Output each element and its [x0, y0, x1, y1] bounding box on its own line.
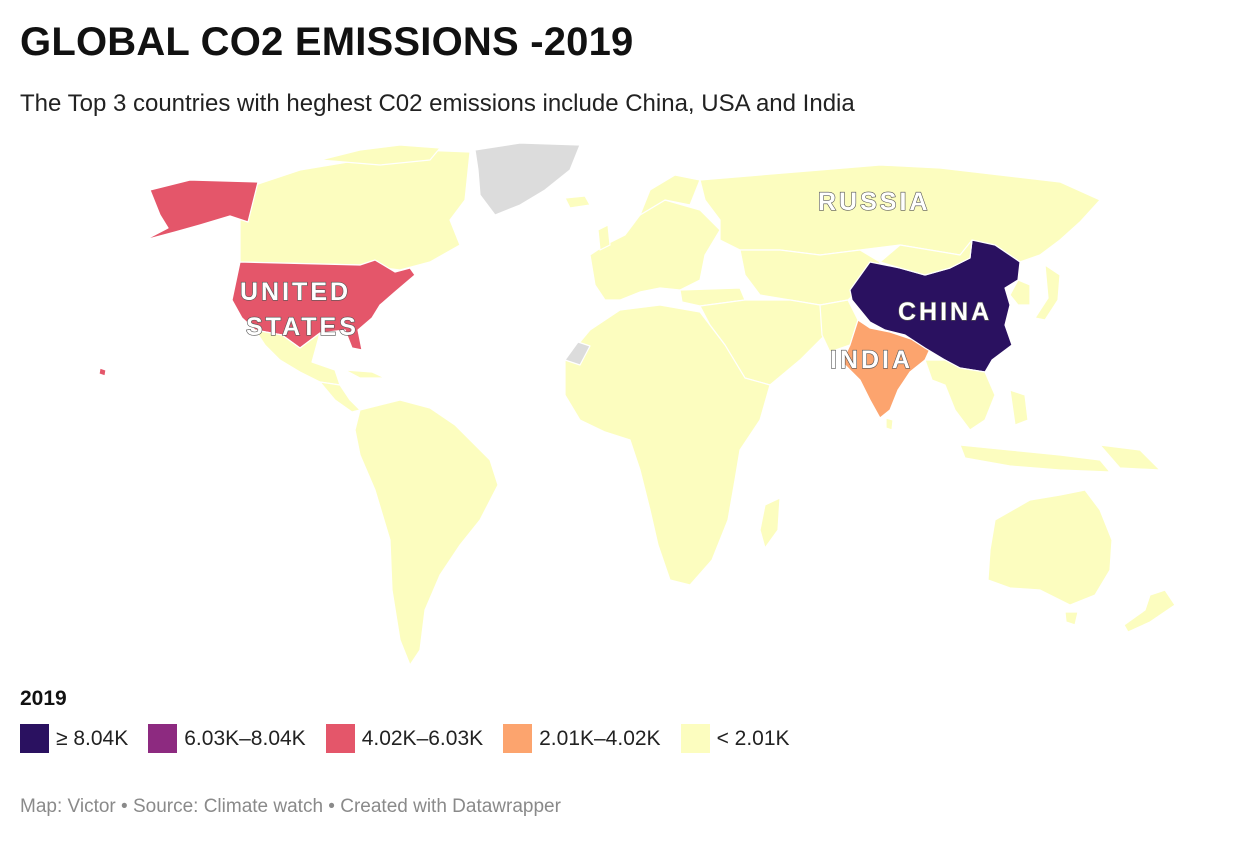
- legend-item: ≥ 8.04K: [20, 724, 128, 753]
- legend-label: < 2.01K: [716, 726, 790, 750]
- country-india[interactable]: [841, 319, 936, 419]
- label-india: INDIA: [830, 346, 913, 374]
- legend-label: 2.01K–4.02K: [539, 726, 661, 750]
- continent-africa[interactable]: [564, 304, 771, 586]
- source-footer: Map: Victor • Source: Climate watch • Cr…: [20, 796, 561, 817]
- country-papua[interactable]: [1099, 444, 1161, 471]
- chart-title: GLOBAL CO2 EMISSIONS -2019: [20, 20, 634, 64]
- country-canada[interactable]: [239, 149, 471, 271]
- legend-item: < 2.01K: [680, 724, 790, 753]
- country-madagascar[interactable]: [759, 497, 781, 549]
- country-united-kingdom[interactable]: [597, 224, 611, 251]
- country-greenland[interactable]: [474, 142, 581, 216]
- label-united-states-line2: STATES: [246, 313, 359, 341]
- country-sri-lanka[interactable]: [885, 417, 894, 431]
- legend-label: 4.02K–6.03K: [361, 726, 484, 750]
- region-southeast-asia[interactable]: [924, 359, 996, 431]
- legend: ≥ 8.04K 6.03K–8.04K 4.02K–6.03K 2.01K–4.…: [20, 724, 810, 753]
- country-new-zealand[interactable]: [1123, 589, 1176, 633]
- label-united-states-line1: UNITED: [240, 278, 351, 306]
- legend-label: ≥ 8.04K: [56, 726, 129, 750]
- country-mexico[interactable]: [254, 329, 341, 386]
- country-philippines[interactable]: [1009, 389, 1029, 426]
- country-hawaii[interactable]: [98, 367, 107, 377]
- region-indonesia[interactable]: [959, 444, 1111, 473]
- chart-subtitle: The Top 3 countries with heghest C02 emi…: [20, 90, 855, 117]
- legend-label: 6.03K–8.04K: [184, 726, 306, 750]
- country-mongolia[interactable]: [879, 239, 973, 276]
- country-central-america[interactable]: [319, 381, 361, 413]
- legend-item: 6.03K–8.04K: [148, 724, 306, 753]
- world-map: RUSSIA UNITED STATES CHINA INDIA: [98, 142, 1176, 666]
- legend-item: 4.02K–6.03K: [325, 724, 484, 753]
- legend-swatch: [503, 724, 533, 753]
- country-iceland[interactable]: [564, 195, 591, 209]
- country-tasmania[interactable]: [1064, 611, 1079, 626]
- country-japan[interactable]: [1034, 264, 1061, 321]
- country-canada-islands[interactable]: [319, 144, 441, 166]
- legend-swatch: [148, 724, 178, 753]
- legend-title: 2019: [20, 687, 67, 710]
- legend-swatch: [325, 724, 355, 753]
- country-western-sahara[interactable]: [564, 341, 591, 366]
- country-korea[interactable]: [1009, 279, 1031, 306]
- country-cuba[interactable]: [344, 369, 386, 379]
- legend-item: 2.01K–4.02K: [503, 724, 661, 753]
- label-china: CHINA: [898, 298, 992, 326]
- legend-swatch: [20, 724, 49, 753]
- country-alaska[interactable]: [144, 179, 259, 241]
- legend-swatch: [680, 724, 710, 753]
- label-russia: RUSSIA: [818, 188, 930, 216]
- continent-europe[interactable]: [589, 199, 721, 301]
- continent-south-america[interactable]: [354, 399, 499, 666]
- country-australia[interactable]: [987, 489, 1113, 606]
